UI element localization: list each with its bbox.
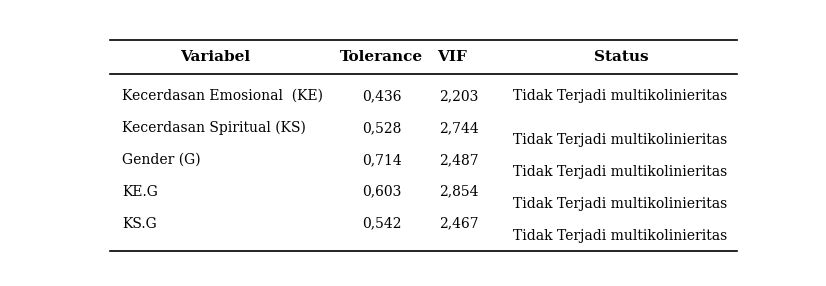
Text: Tidak Terjadi multikolinieritas: Tidak Terjadi multikolinieritas [513,89,727,103]
Text: 0,603: 0,603 [362,185,401,199]
Text: Tidak Terjadi multikolinieritas: Tidak Terjadi multikolinieritas [513,229,727,243]
Text: Tidak Terjadi multikolinieritas: Tidak Terjadi multikolinieritas [513,133,727,147]
Text: Kecerdasan Spiritual (KS): Kecerdasan Spiritual (KS) [122,121,306,135]
Text: 0,714: 0,714 [362,153,401,167]
Text: Tolerance: Tolerance [340,50,423,64]
Text: Tidak Terjadi multikolinieritas: Tidak Terjadi multikolinieritas [513,165,727,179]
Text: VIF: VIF [437,50,467,64]
Text: 0,528: 0,528 [362,121,401,135]
Text: 2,467: 2,467 [439,217,478,231]
Text: 2,744: 2,744 [439,121,478,135]
Text: 2,487: 2,487 [439,153,478,167]
Text: Kecerdasan Emosional  (KE): Kecerdasan Emosional (KE) [122,89,324,103]
Text: 0,436: 0,436 [362,89,401,103]
Text: Tidak Terjadi multikolinieritas: Tidak Terjadi multikolinieritas [513,197,727,211]
Text: 2,203: 2,203 [439,89,478,103]
Text: Variabel: Variabel [180,50,250,64]
Text: Gender (G): Gender (G) [122,153,201,167]
Text: Status: Status [595,50,649,64]
Text: KS.G: KS.G [122,217,157,231]
Text: KE.G: KE.G [122,185,159,199]
Text: 2,854: 2,854 [439,185,478,199]
Text: 0,542: 0,542 [362,217,401,231]
